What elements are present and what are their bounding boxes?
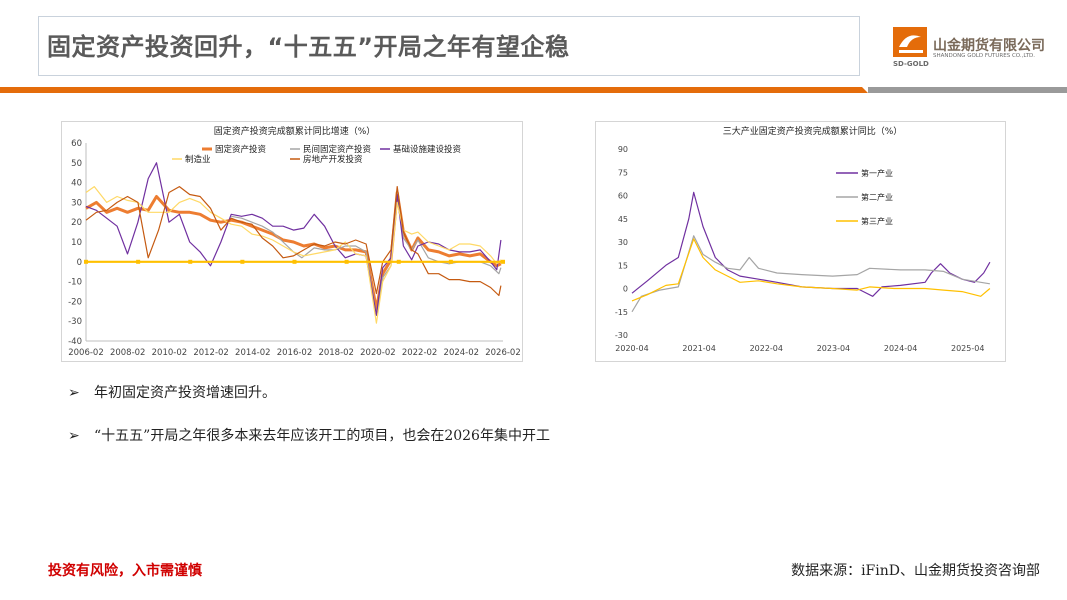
header-rule-notch <box>862 87 868 93</box>
bullet-item-2: ➢ “十五五”开局之年很多本来去年应该开工的项目，也会在2026年集中开工 <box>68 425 550 445</box>
chart-title: 固定资产投资完成额累计同比增速（%） <box>214 125 376 137</box>
x-tick-label: 2006-02 <box>68 348 104 358</box>
y-tick-label: 20 <box>71 218 82 228</box>
zero-line-marker <box>501 259 505 264</box>
x-tick-label: 2010-02 <box>152 348 188 358</box>
bullet-text-2: “十五五”开局之年很多本来去年应该开工的项目，也会在2026年集中开工 <box>94 428 550 444</box>
x-tick-label: 2016-02 <box>277 348 313 358</box>
y-tick-label: 60 <box>618 192 628 201</box>
series-line-3 <box>631 238 991 302</box>
y-tick-label: 30 <box>71 198 82 208</box>
zero-line-marker <box>448 259 453 264</box>
y-tick-label: -40 <box>68 337 82 347</box>
legend-label: 第三产业 <box>861 216 893 226</box>
x-tick-label: 2018-02 <box>318 348 354 358</box>
y-tick-label: 0 <box>623 285 628 294</box>
y-tick-label: 15 <box>618 261 628 270</box>
header-rule-orange <box>0 87 868 93</box>
zero-line-marker <box>396 259 401 264</box>
y-tick-label: 90 <box>618 145 628 154</box>
arrow-bullet-icon: ➢ <box>68 385 80 401</box>
title-box: 固定资产投资回升，“十五五”开局之年有望企稳 <box>38 16 860 76</box>
y-tick-label: 30 <box>618 238 628 247</box>
y-tick-label: 45 <box>618 215 628 224</box>
chart-three-industries-svg: 三大产业固定资产投资完成额累计同比（%） 90 75 60 45 30 15 0 -15 -30 2… <box>615 125 991 353</box>
y-tick-label: 10 <box>71 238 82 248</box>
chart-fixed-asset-investment-svg: 固定资产投资完成额累计同比增速（%） 60 50 40 30 20 10 0 -10 -20 -30… <box>68 125 521 358</box>
legend-label: 第二产业 <box>861 192 893 202</box>
page-title: 固定资产投资回升，“十五五”开局之年有望企稳 <box>47 33 570 61</box>
x-tick-label: 2022-02 <box>402 348 438 358</box>
x-tick-label: 2014-02 <box>235 348 271 358</box>
y-tick-label: -15 <box>615 308 628 317</box>
data-source: 数据来源：iFinD、山金期货投资咨询部 <box>791 563 1040 579</box>
chart-fixed-asset-investment: 固定资产投资完成额累计同比增速（%） 60 50 40 30 20 10 0 -10 -20 -30… <box>61 121 523 362</box>
y-tick-label: -30 <box>615 331 628 340</box>
zero-line-marker <box>344 259 349 264</box>
y-tick-label: 75 <box>618 168 628 177</box>
series-line-2 <box>631 235 990 313</box>
x-tick-label: 2024-04 <box>884 344 917 353</box>
legend-label: 民间固定资产投资 <box>303 144 372 155</box>
y-tick-label: 50 <box>71 159 82 169</box>
series-line-3 <box>85 162 502 316</box>
x-tick-label: 2023-04 <box>817 344 850 353</box>
chart-three-industries: 三大产业固定资产投资完成额累计同比（%） 90 75 60 45 30 15 0 -15 -30 2… <box>595 121 1006 362</box>
sd-gold-logo-icon <box>893 27 927 57</box>
x-tick-label: 2025-04 <box>951 344 984 353</box>
series-line-4 <box>85 186 502 324</box>
series-line-1 <box>631 191 991 297</box>
legend-label: 基础设施建设投资 <box>393 144 462 155</box>
x-tick-label: 2021-04 <box>682 344 715 353</box>
legend-label: 固定资产投资 <box>215 144 267 155</box>
y-tick-label: 0 <box>77 258 82 268</box>
legend-label: 第一产业 <box>861 168 893 178</box>
bullet-text-1: 年初固定资产投资增速回升。 <box>94 385 276 401</box>
x-tick-label: 2024-02 <box>444 348 480 358</box>
x-tick-label: 2012-02 <box>193 348 229 358</box>
logo-name-en: SD-GOLD <box>893 60 929 68</box>
arrow-bullet-icon: ➢ <box>68 428 80 444</box>
y-tick-label: -30 <box>68 317 82 327</box>
x-tick-label: 2020-02 <box>360 348 396 358</box>
company-logo: 山金期货有限公司 SD-GOLD SHANDONG GOLD FUTURES C… <box>893 27 1053 71</box>
y-tick-label: 60 <box>71 139 82 149</box>
series-line-1 <box>85 191 502 311</box>
y-tick-label: 40 <box>71 179 82 189</box>
chart-title: 三大产业固定资产投资完成额累计同比（%） <box>723 125 903 137</box>
x-tick-label: 2008-02 <box>110 348 146 358</box>
x-tick-label: 2020-04 <box>615 344 648 353</box>
series-line-5 <box>85 186 502 297</box>
y-tick-label: -20 <box>68 297 82 307</box>
zero-line-marker <box>188 259 193 264</box>
risk-warning: 投资有风险，入市需谨慎 <box>48 563 202 579</box>
legend-label: 制造业 <box>185 154 211 165</box>
x-tick-label: 2022-04 <box>750 344 783 353</box>
logo-name-cn: 山金期货有限公司 <box>933 38 1045 54</box>
y-tick-label: -10 <box>68 278 82 288</box>
zero-line-marker <box>136 259 141 264</box>
logo-name-en-full: SHANDONG GOLD FUTURES CO.,LTD. <box>933 53 1036 59</box>
header-rule-gray <box>868 87 1067 93</box>
bullet-item-1: ➢ 年初固定资产投资增速回升。 <box>68 382 276 402</box>
zero-line-marker <box>84 259 88 264</box>
legend-label: 房地产开发投资 <box>303 154 363 165</box>
zero-line-marker <box>240 259 245 264</box>
x-tick-label: 2026-02 <box>485 348 521 358</box>
zero-line-marker <box>292 259 297 264</box>
